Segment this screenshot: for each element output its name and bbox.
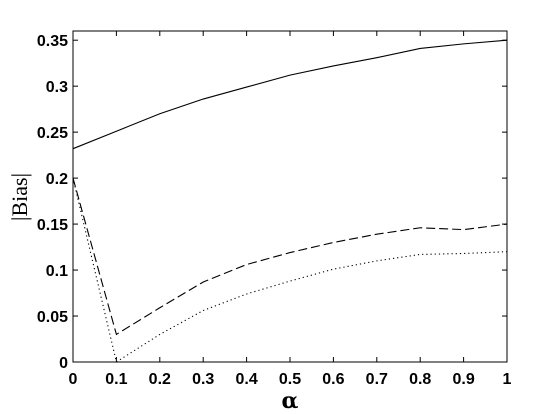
x-tick-label: 0.5: [279, 371, 301, 388]
x-tick-label: 0.7: [366, 371, 388, 388]
y-tick-label: 0.05: [37, 309, 68, 326]
x-tick-label: 1: [503, 371, 512, 388]
x-tick-label: 0.6: [322, 371, 344, 388]
series-line-dotted: [72, 177, 508, 363]
y-tick-label: 0.35: [37, 33, 68, 50]
x-tick-label: 0: [69, 371, 78, 388]
x-axis-label: α: [282, 388, 299, 414]
y-tick-label: 0.25: [37, 125, 68, 142]
y-tick-label: 0.2: [46, 171, 68, 188]
x-tick-label: 0.2: [149, 371, 171, 388]
x-tick-label: 0.9: [452, 371, 474, 388]
y-tick-label: 0.1: [46, 263, 68, 280]
series-layer: [72, 39, 508, 363]
x-axis: 0 0.1 0.2 0.3 0.4 0.5 0.6 0.7 0.8 0.9 1: [69, 31, 512, 388]
series-line-solid: [72, 39, 508, 150]
x-tick-label: 0.4: [235, 371, 257, 388]
x-tick-label: 0.1: [105, 371, 127, 388]
y-tick-label: 0.15: [37, 217, 68, 234]
x-tick-label: 0.8: [409, 371, 431, 388]
x-tick-label: 0.3: [192, 371, 214, 388]
series-line-dashed: [72, 177, 508, 336]
y-tick-label: 0: [59, 355, 68, 372]
plot-area: [72, 30, 508, 363]
y-tick-label: 0.3: [46, 79, 68, 96]
y-axis: 0 0.05 0.1 0.15 0.2 0.25 0.3 0.35: [37, 33, 507, 372]
y-axis-label: |Bias|: [7, 173, 32, 221]
